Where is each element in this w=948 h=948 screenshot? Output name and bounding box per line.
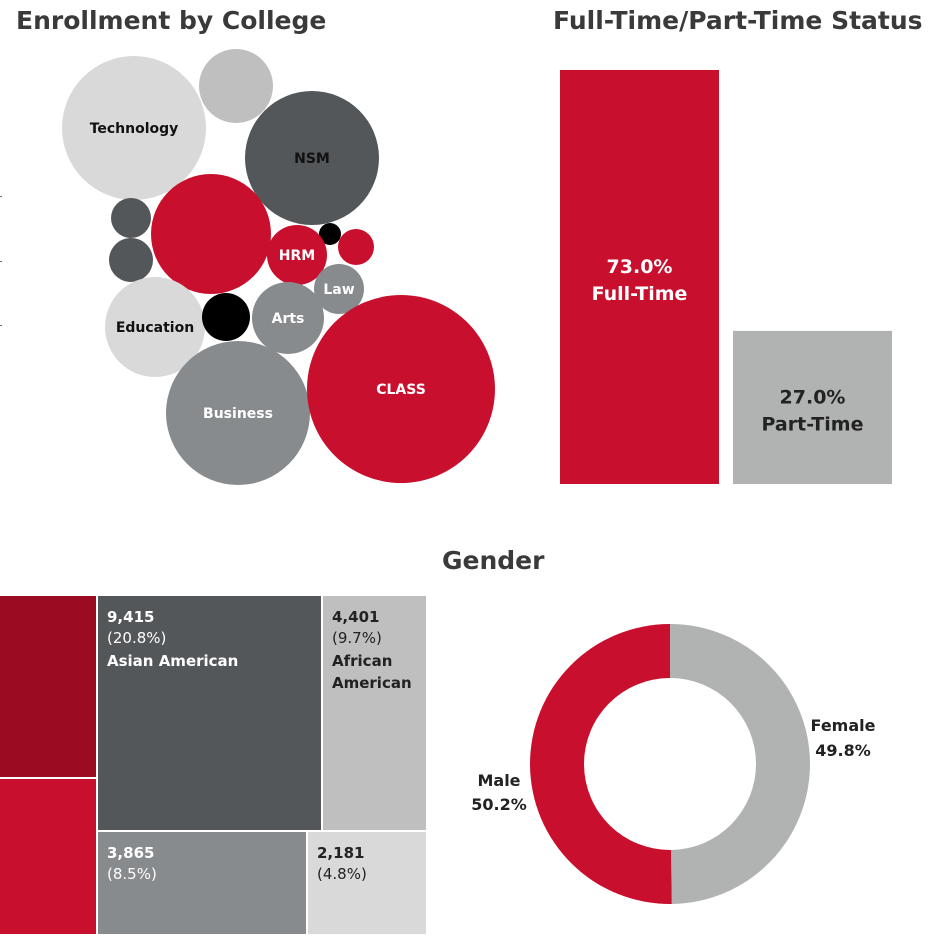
enrollment-title: Enrollment by College [16,6,327,35]
bubble-label-arts: Arts [272,311,305,327]
bubble-label-hrm: HRM [279,248,315,264]
bar-category-label: Full-Time [592,283,688,305]
bubble-unlabeled-4 [151,174,271,294]
bubble-unlabeled-7 [338,229,374,265]
bubble-label-nsm: NSM [294,151,330,167]
bubble-business [166,341,310,485]
treemap-value: 3,865 [107,844,154,862]
treemap-tile [308,832,426,934]
treemap-tile [0,779,96,934]
treemap-percent: (8.5%) [107,865,157,883]
treemap-percent: (9.7%) [332,629,382,647]
bar-value-label: 27.0% [780,386,846,408]
bubble-label-business: Business [203,406,273,422]
axis-tick [0,196,2,197]
axis-tick [0,325,2,326]
treemap-value: 4,401 [332,608,379,626]
treemap-tile [98,596,321,830]
gender-title: Gender [442,546,545,575]
treemap-value: 9,415 [107,608,154,626]
bubble-unlabeled-8 [109,238,153,282]
bubble-education [105,277,205,377]
bar-category-label: Part-Time [762,413,864,435]
treemap-category-label: African American [332,652,412,692]
treemap-percent: (4.8%) [317,865,367,883]
bubble-label-class: CLASS [376,382,426,398]
treemap-value: 2,181 [317,844,364,862]
status-title: Full-Time/Part-Time Status [553,6,923,35]
donut-label-male-name: Male [477,771,520,790]
bar-value-label: 73.0% [607,256,673,278]
treemap-category-label: Asian American [107,652,238,670]
bubble-nsm [245,91,379,225]
bubble-label-education: Education [116,320,194,336]
bubble-technology [62,56,206,200]
bar-full-time [560,70,719,484]
donut-slice-male [530,624,672,904]
bar-part-time [733,330,892,484]
treemap-tile [0,596,96,777]
donut-label-female-pct: 49.8% [815,741,871,760]
bubble-unlabeled-1 [199,49,273,123]
bubble-label-law: Law [323,282,354,298]
bubble-label-technology: Technology [90,121,179,137]
donut-slice-female [670,624,811,904]
bubble-class [307,295,495,483]
treemap-percent: (20.8%) [107,629,166,647]
bubble-law [314,264,364,314]
bubble-arts [252,282,324,354]
bubble-unlabeled-3 [111,198,151,238]
bubble-unlabeled-11 [202,293,250,341]
treemap-tile [323,596,426,830]
axis-tick [0,261,2,262]
donut-label-female-name: Female [811,716,876,735]
donut-label-male-pct: 50.2% [471,795,527,814]
treemap-tile [98,832,306,934]
bubble-unlabeled-5 [319,223,341,245]
bubble-hrm [267,225,327,285]
